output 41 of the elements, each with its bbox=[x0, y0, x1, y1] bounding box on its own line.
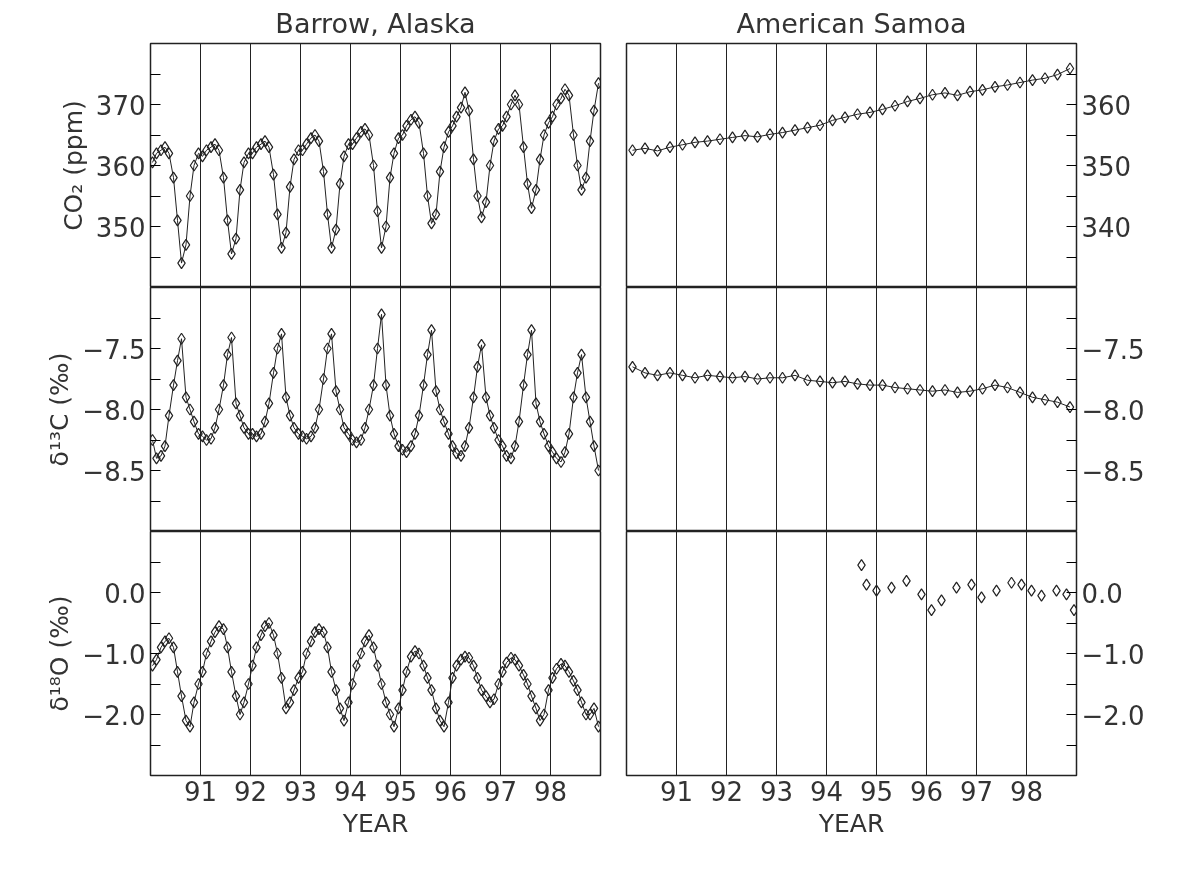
y-tick-label: −7.5 bbox=[82, 334, 146, 365]
x-tick-label: 95 bbox=[383, 776, 418, 807]
y-tick-label: 350 bbox=[1081, 151, 1132, 182]
y-tick-label: −2.0 bbox=[1081, 700, 1145, 731]
y-axis-title: CO₂ (ppm) bbox=[58, 100, 88, 231]
y-axis-title: δ¹⁸O (‰) bbox=[45, 595, 75, 712]
x-tick-label: 96 bbox=[909, 776, 944, 807]
x-tick-label: 91 bbox=[183, 776, 218, 807]
x-tick-label: 94 bbox=[809, 776, 844, 807]
x-tick-label: 97 bbox=[959, 776, 994, 807]
x-tick-label: 98 bbox=[533, 776, 568, 807]
x-tick-label: 96 bbox=[433, 776, 468, 807]
y-axis-title: δ¹³C (‰) bbox=[45, 352, 75, 467]
y-tick-label: 340 bbox=[1081, 212, 1132, 243]
y-tick-label: −1.0 bbox=[82, 639, 146, 670]
y-tick-label: 350 bbox=[95, 212, 146, 243]
x-tick-label: 97 bbox=[483, 776, 518, 807]
y-tick-label: −8.0 bbox=[82, 395, 146, 426]
y-tick-label: −8.5 bbox=[1081, 456, 1145, 487]
x-tick-label: 93 bbox=[283, 776, 318, 807]
y-tick-label: 360 bbox=[1081, 90, 1132, 121]
y-tick-label: 370 bbox=[95, 90, 146, 121]
x-tick-label: 92 bbox=[709, 776, 744, 807]
y-tick-label: −7.5 bbox=[1081, 334, 1145, 365]
x-tick-label: 98 bbox=[1009, 776, 1044, 807]
x-tick-label: 93 bbox=[759, 776, 794, 807]
y-tick-label: −8.0 bbox=[1081, 395, 1145, 426]
x-tick-label: 94 bbox=[333, 776, 368, 807]
x-tick-label: 95 bbox=[859, 776, 894, 807]
y-tick-label: 0.0 bbox=[1081, 578, 1123, 609]
x-axis-title: YEAR bbox=[817, 808, 885, 838]
chart-title: American Samoa bbox=[736, 7, 967, 39]
y-tick-label: 360 bbox=[95, 151, 146, 182]
y-tick-label: 0.0 bbox=[104, 578, 146, 609]
chart-title: Barrow, Alaska bbox=[275, 7, 476, 39]
y-tick-label: −8.5 bbox=[82, 456, 146, 487]
y-tick-label: −2.0 bbox=[82, 700, 146, 731]
x-tick-label: 92 bbox=[233, 776, 268, 807]
x-axis-title: YEAR bbox=[341, 808, 409, 838]
x-tick-label: 91 bbox=[659, 776, 694, 807]
y-tick-label: −1.0 bbox=[1081, 639, 1145, 670]
